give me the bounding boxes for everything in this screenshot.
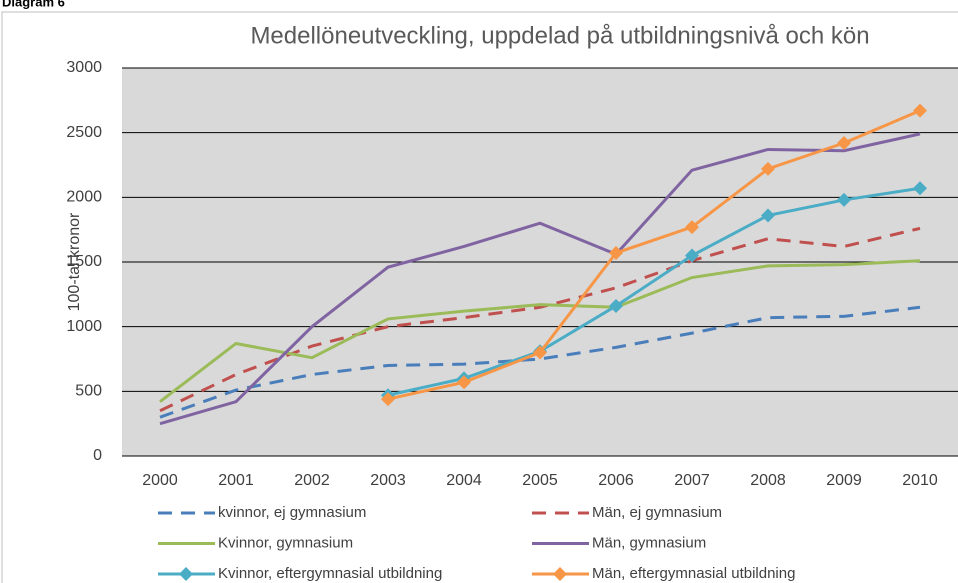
point-marker	[609, 245, 623, 260]
legend-label: kvinnor, ej gymnasium	[218, 504, 366, 521]
x-tick-label: 2001	[218, 472, 254, 489]
point-marker	[685, 220, 699, 235]
point-marker	[533, 345, 547, 360]
x-tick-label: 2007	[674, 472, 710, 489]
x-tick-label: 2006	[598, 472, 634, 489]
x-tick-label: 2005	[522, 472, 558, 489]
x-tick-label: 2003	[370, 472, 406, 489]
y-axis-label: 100-tal kronor	[66, 212, 83, 311]
point-marker	[381, 392, 395, 407]
point-marker	[761, 161, 775, 176]
series-line	[387, 109, 921, 401]
x-tick-label: 2008	[750, 472, 786, 489]
series-line	[159, 226, 921, 413]
heading: Diagram 6	[2, 0, 65, 9]
point-marker	[457, 375, 471, 390]
x-tick-label: 2009	[826, 472, 862, 489]
point-marker	[609, 298, 623, 313]
legend-label: Män, eftergymnasial utbildning	[592, 565, 795, 582]
point-marker	[685, 248, 699, 263]
y-tick-label: 3000	[66, 59, 102, 76]
y-tick-label: 1500	[66, 253, 102, 270]
legend-label: Kvinnor, eftergymnasial utbildning	[218, 565, 442, 582]
legend-label: Män, ej gymnasium	[592, 504, 722, 521]
y-tick-label: 1000	[66, 318, 102, 335]
legend-label: Kvinnor, gymnasium	[218, 534, 353, 551]
point-marker	[837, 192, 851, 207]
legend-label: Män, gymnasium	[592, 534, 706, 551]
y-tick-label: 500	[75, 383, 102, 400]
series-line	[387, 186, 921, 397]
series-line	[159, 132, 921, 426]
x-tick-label: 2004	[446, 472, 482, 489]
x-tick-label: 2010	[902, 472, 938, 489]
x-tick-label: 2002	[294, 472, 330, 489]
y-tick-label: 0	[93, 447, 102, 464]
point-marker	[913, 103, 927, 118]
y-tick-label: 2000	[66, 189, 102, 206]
point-marker	[837, 136, 851, 151]
legend-marker	[179, 567, 193, 581]
point-marker	[761, 208, 775, 223]
chart-title: Medellöneutveckling, uppdelad på utbildn…	[250, 22, 869, 49]
series-line	[159, 305, 921, 419]
x-tick-label: 2000	[142, 472, 178, 489]
legend-marker	[553, 567, 567, 581]
point-marker	[913, 181, 927, 196]
y-tick-label: 2500	[66, 124, 102, 141]
